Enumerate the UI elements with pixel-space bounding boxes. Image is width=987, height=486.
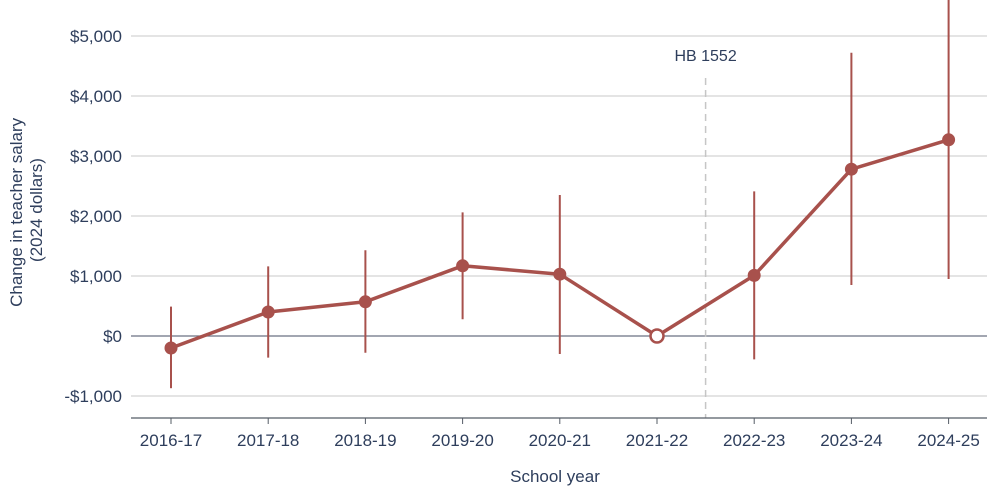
annotation-layer: HB 1552 [674,48,737,418]
x-tick-label: 2020-21 [529,431,591,450]
y-axis-title-line-2: (2024 dollars) [27,158,46,262]
data-point [456,259,470,273]
data-point [747,268,761,282]
x-tick-label: 2023-24 [820,431,882,450]
x-tick-label: 2022-23 [723,431,785,450]
data-points [164,133,956,355]
data-point [553,267,567,281]
error-bars [170,0,950,389]
y-tick-label: $5,000 [70,27,122,46]
data-point [358,295,372,309]
x-tick-label: 2016-17 [140,431,202,450]
x-tick-label: 2024-25 [917,431,979,450]
y-tick-label: -$1,000 [64,387,122,406]
x-tick-label: 2017-18 [237,431,299,450]
x-axis-title: School year [510,467,600,486]
y-tick-label: $3,000 [70,147,122,166]
data-point [844,162,858,176]
y-axis-title: Change in teacher salary (2024 dollars) [7,113,46,307]
hb1552-annotation-label: HB 1552 [674,48,736,65]
y-axis-tick-labels: -$1,000 $0 $1,000 $2,000 $3,000 $4,000 $5,000 [64,27,122,406]
data-point [164,341,178,355]
y-tick-label: $0 [103,327,122,346]
x-tick-label: 2019-20 [431,431,493,450]
y-tick-label: $2,000 [70,207,122,226]
y-tick-label: $1,000 [70,267,122,286]
axes: 2016-17 2017-18 2018-19 2019-20 2020-21 2021-… [7,27,987,486]
x-tick-label: 2018-19 [334,431,396,450]
data-point [942,133,956,147]
reference-data-point [649,328,665,344]
y-tick-label: $4,000 [70,87,122,106]
data-point [261,305,275,319]
y-axis-title-line-1: Change in teacher salary [7,117,26,307]
x-axis-ticks: 2016-17 2017-18 2018-19 2019-20 2020-21 2021-… [140,418,980,450]
x-tick-label: 2021-22 [626,431,688,450]
